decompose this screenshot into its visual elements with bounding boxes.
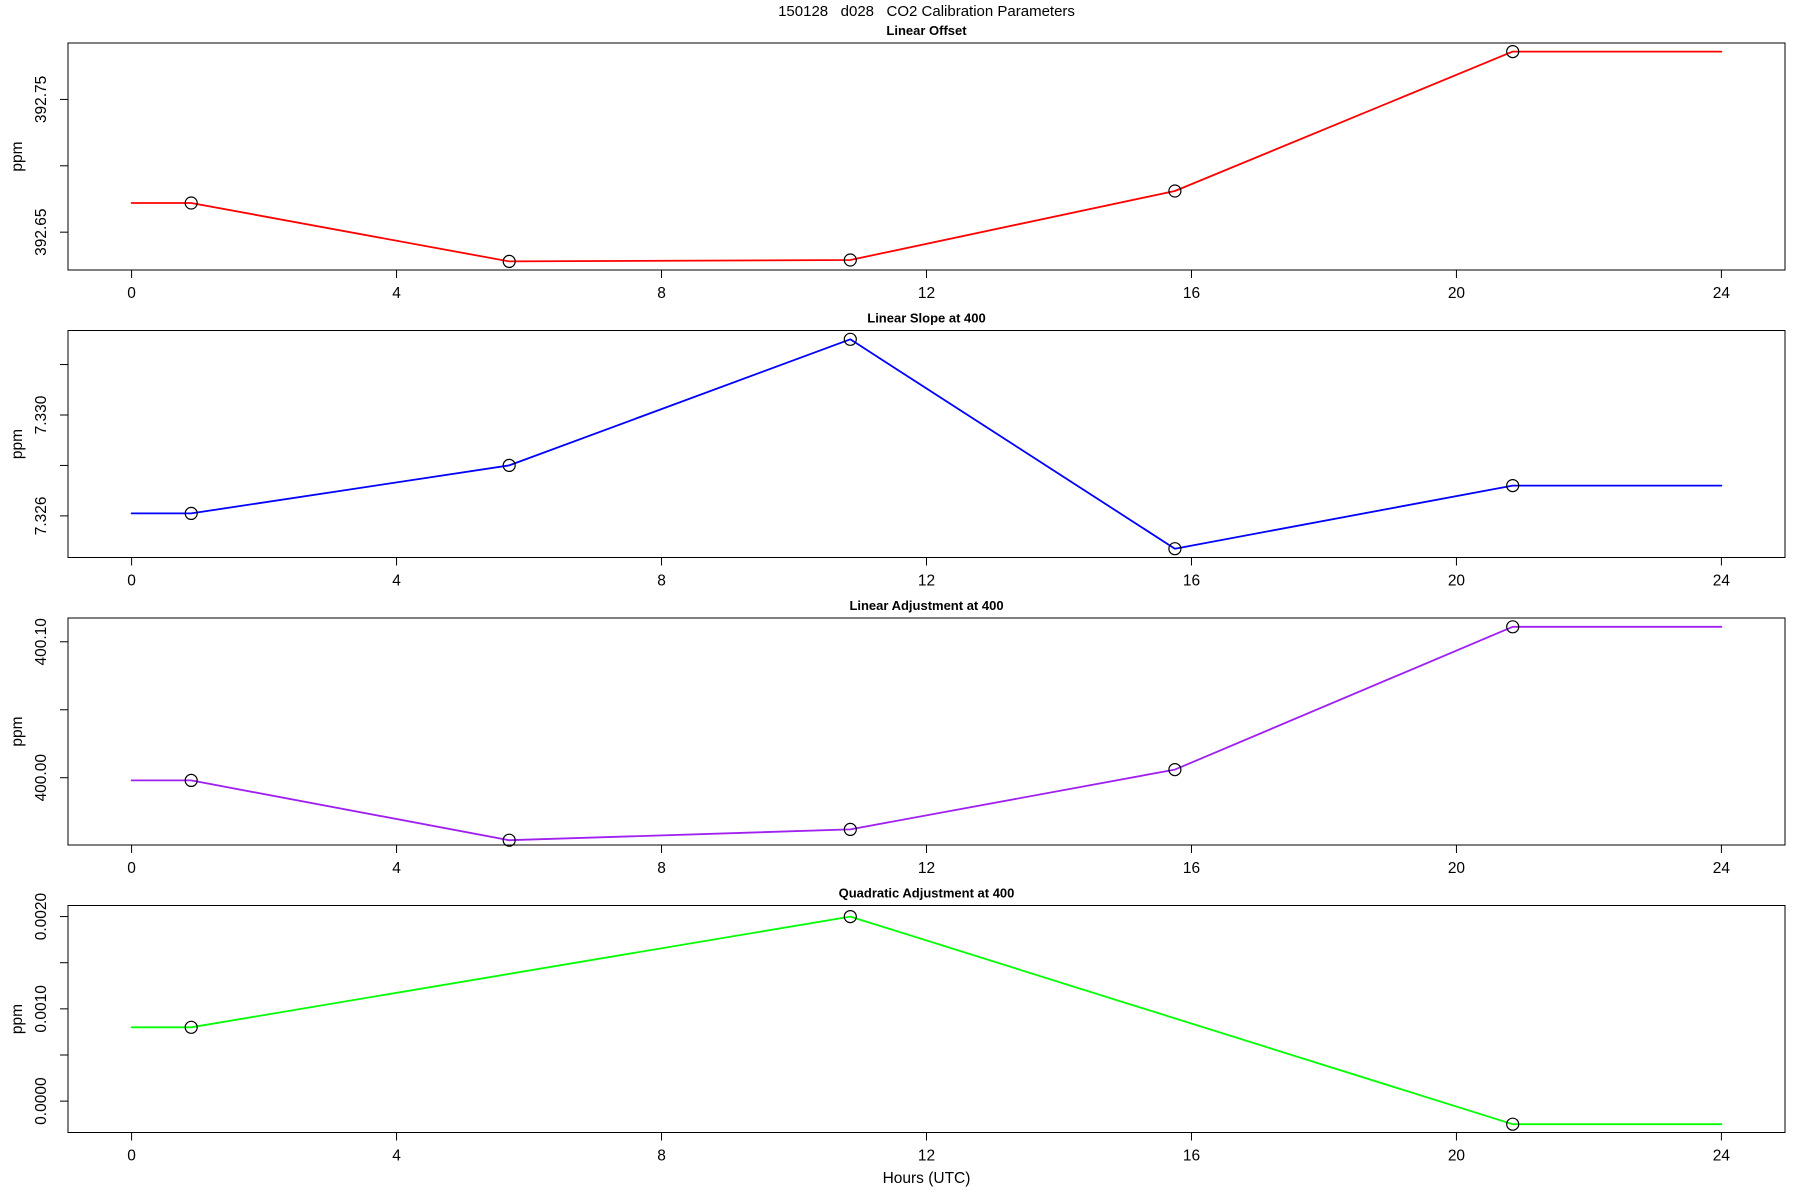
x-tick-label: 16 bbox=[1183, 285, 1200, 302]
plot-box bbox=[67, 42, 1786, 271]
x-tick-label: 16 bbox=[1183, 860, 1200, 877]
x-tick-label: 4 bbox=[392, 860, 401, 877]
data-point-marker bbox=[184, 506, 198, 521]
y-tick-label: 7.326 bbox=[33, 496, 50, 535]
y-tick-label: 7.330 bbox=[33, 395, 50, 434]
y-tick-label: 0.0020 bbox=[33, 892, 50, 940]
x-tick-label: 0 bbox=[127, 573, 136, 590]
x-tick-label: 20 bbox=[1448, 1148, 1466, 1165]
x-tick-label: 4 bbox=[392, 285, 401, 302]
data-point-marker bbox=[502, 254, 516, 268]
data-point-marker bbox=[1168, 184, 1182, 198]
subplot-linear-adjustment-at-400: Linear Adjustment at 400 400.00 400.10 ppm 0… bbox=[9, 598, 1786, 877]
x-tick-label: 8 bbox=[657, 285, 666, 302]
x-tick-label: 8 bbox=[657, 573, 666, 590]
y-axis-label: ppm bbox=[9, 141, 26, 171]
x-tick-label: 20 bbox=[1448, 860, 1466, 877]
x-tick-label: 0 bbox=[127, 1148, 136, 1165]
x-tick-label: 24 bbox=[1713, 860, 1731, 877]
x-tick-label: 8 bbox=[657, 860, 666, 877]
data-point-marker bbox=[843, 253, 857, 267]
subplot-title: Linear Offset bbox=[886, 23, 967, 38]
plot-box bbox=[67, 617, 1786, 846]
data-point-marker bbox=[184, 1020, 198, 1034]
y-tick-label: 400.00 bbox=[33, 754, 50, 802]
y-tick-label: 0.0000 bbox=[33, 1077, 50, 1125]
x-tick-label: 8 bbox=[657, 1148, 666, 1165]
x-tick-label: 12 bbox=[918, 285, 935, 302]
x-tick-label: 24 bbox=[1713, 573, 1731, 590]
x-tick-label: 0 bbox=[127, 860, 136, 877]
x-tick-label: 20 bbox=[1448, 573, 1466, 590]
x-tick-label: 16 bbox=[1183, 573, 1200, 590]
subplot-title: Linear Slope at 400 bbox=[867, 311, 986, 326]
x-tick-label: 24 bbox=[1713, 1148, 1731, 1165]
x-tick-label: 12 bbox=[918, 1148, 935, 1165]
y-tick-label: 400.10 bbox=[33, 618, 50, 666]
plot-box bbox=[67, 330, 1786, 558]
series-line bbox=[130, 50, 1723, 263]
x-axis-title: Hours (UTC) bbox=[882, 1170, 971, 1187]
x-tick-label: 24 bbox=[1713, 285, 1731, 302]
subplot-linear-offset: Linear Offset 392.65 392.75 ppm 0 4 8 12 16 20 24 bbox=[9, 23, 1786, 302]
series-line bbox=[130, 915, 1723, 1126]
data-point-marker bbox=[1506, 1117, 1520, 1131]
x-tick-label: 20 bbox=[1448, 285, 1466, 302]
x-tick-label: 4 bbox=[392, 1148, 401, 1165]
data-point-marker bbox=[184, 196, 198, 210]
subplot-quadratic-adjustment-at-400: Quadratic Adjustment at 400 0.0000 0.0010 0… bbox=[9, 886, 1786, 1165]
subplot-linear-slope-at-400: Linear Slope at 400 7.326 7.330 ppm 0 4 8 12 16 2… bbox=[9, 311, 1786, 590]
data-point-marker bbox=[184, 773, 198, 788]
figure-main-title: 150128 d028 CO2 Calibration Parameters bbox=[778, 3, 1075, 20]
x-tick-label: 16 bbox=[1183, 1148, 1200, 1165]
y-tick-label: 392.65 bbox=[33, 208, 50, 255]
x-tick-label: 12 bbox=[918, 860, 935, 877]
x-tick-label: 0 bbox=[127, 285, 136, 302]
y-tick-label: 0.0010 bbox=[33, 985, 50, 1033]
y-tick-label: 392.75 bbox=[33, 76, 50, 123]
data-point-marker bbox=[502, 458, 516, 472]
data-point-marker bbox=[502, 833, 516, 847]
data-point-marker bbox=[843, 822, 857, 837]
data-point-marker bbox=[843, 332, 857, 346]
y-axis-label: ppm bbox=[9, 716, 26, 746]
y-axis-label: ppm bbox=[9, 1004, 26, 1034]
data-point-marker bbox=[1506, 479, 1520, 493]
data-point-marker bbox=[1168, 542, 1182, 556]
data-point-marker bbox=[1168, 762, 1182, 777]
x-tick-label: 12 bbox=[918, 573, 935, 590]
subplot-title: Quadratic Adjustment at 400 bbox=[839, 886, 1015, 901]
subplot-title: Linear Adjustment at 400 bbox=[849, 598, 1003, 613]
series-line bbox=[130, 625, 1723, 842]
series-line bbox=[130, 338, 1723, 550]
x-tick-label: 4 bbox=[392, 573, 401, 590]
data-point-marker bbox=[843, 909, 857, 924]
y-axis-label: ppm bbox=[9, 429, 26, 459]
data-point-marker bbox=[1506, 44, 1520, 59]
data-point-marker bbox=[1506, 620, 1520, 634]
